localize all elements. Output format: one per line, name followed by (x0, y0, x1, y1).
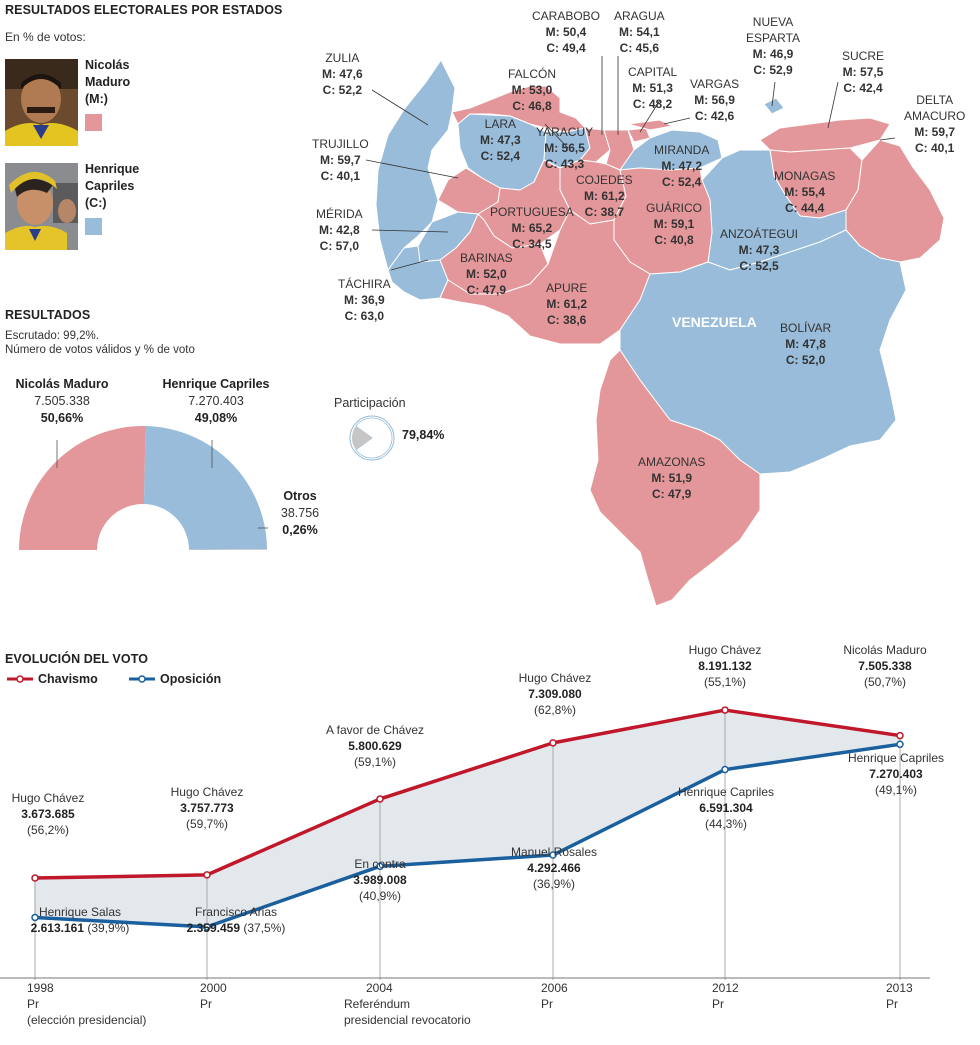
evo-chav-label-1998: Hugo Chávez 3.673.685 (56,2%) (11, 791, 85, 837)
year-label-1998: 1998 Pr (elección presidencial) (27, 981, 147, 1027)
evo-opo-label-2000: Francisco Arias 2.359.459 (37,5%) (186, 905, 286, 935)
results-semi-donut (19, 426, 268, 550)
state-label-vargas: VARGAS M: 56,9 C: 42,6 (690, 77, 740, 123)
state-label-lara: LARA M: 47,3 C: 52,4 (480, 117, 521, 163)
state-label-nueva-esparta: NUEVA ESPARTA M: 46,9 C: 52,9 (746, 15, 801, 77)
state-label-yaracuy: YARACUY M: 56,5 C: 43,3 (536, 125, 594, 171)
evo-opo-label-2013: Henrique Capriles 7.270.403 (49,1%) (847, 751, 945, 797)
participation-abstention-wedge (352, 426, 372, 450)
state-label-anzoategui: ANZOÁTEGUI M: 47,3 C: 52,5 (720, 227, 799, 273)
venezuela-map (365, 56, 945, 607)
participation-slice (355, 417, 393, 459)
nueva-esparta-region (763, 97, 785, 115)
state-label-tachira: TÁCHIRA M: 36,9 C: 63,0 (338, 277, 391, 323)
year-label-2012: 2012 Pr (712, 981, 739, 1011)
page-title: RESULTADOS ELECTORALES POR ESTADOS (5, 3, 283, 17)
donut-slice-nicol-s-maduro (19, 426, 146, 550)
state-label-guarico: GUÁRICO M: 59,1 C: 40,8 (646, 201, 703, 247)
maduro-color-swatch (85, 114, 102, 131)
state-label-capital: CAPITAL M: 51,3 C: 48,2 (628, 65, 678, 111)
state-label-carabobo: CARABOBO M: 50,4 C: 49,4 (532, 9, 601, 55)
results-scrutiny: Escrutado: 99,2%. (5, 330, 99, 342)
point-oposición-2012 (721, 765, 729, 774)
state-label-cojedes: COJEDES M: 61,2 C: 38,7 (576, 173, 633, 219)
capriles-name-line2: Capriles (85, 179, 135, 193)
point-oposición-2013 (896, 740, 904, 749)
point-chavismo-2004 (376, 795, 384, 803)
point-chavismo-2006 (549, 739, 557, 747)
legend-oposicion: Oposición (128, 672, 221, 686)
point-chavismo-1998 (31, 874, 39, 882)
donut-slice-henrique-capriles (143, 426, 267, 550)
evo-opo-label-2006: Manuel Rosales 4.292.466 (36,9%) (510, 845, 598, 891)
capriles-abbr: (C:) (85, 196, 107, 210)
evo-opo-label-2004: En contra 3.989.008 (40,9%) (353, 857, 407, 903)
evolution-chart (0, 706, 930, 980)
falcon-region (451, 85, 586, 133)
gap-area (35, 710, 900, 927)
point-oposición-1998 (31, 913, 39, 922)
amazonas-region (589, 349, 761, 607)
state-label-merida: MÉRIDA M: 42,8 C: 57,0 (316, 207, 363, 253)
state-label-bolivar: BOLÍVAR M: 47,8 C: 52,0 (780, 321, 832, 367)
state-label-apure: APURE M: 61,2 C: 38,6 (546, 281, 588, 327)
result-maduro: Nicolás Maduro 7.505.338 50,66% (15, 377, 109, 425)
year-label-2013: 2013 Pr (886, 981, 913, 1011)
results-note: Número de votos válidos y % de voto (5, 344, 195, 356)
page-subtitle: En % de votos: (5, 30, 86, 44)
maduro-name-line1: Nicolás (85, 58, 130, 72)
evo-chav-label-2012: Hugo Chávez 8.191.132 (55,1%) (688, 643, 762, 689)
evo-opo-label-2012: Henrique Capriles 6.591.304 (44,3%) (677, 785, 775, 831)
legend-chavismo-line-icon (7, 675, 33, 683)
evo-chav-label-2000: Hugo Chávez 3.757.773 (59,7%) (170, 785, 244, 831)
point-chavismo-2000 (203, 871, 211, 879)
maduro-name-line2: Maduro (85, 75, 131, 89)
year-label-2004: 2004 Referéndum presidencial revocatorio (344, 981, 471, 1027)
maduro-abbr: (M:) (85, 92, 108, 106)
point-oposición-2000 (203, 923, 211, 931)
state-label-monagas: MONAGAS M: 55,4 C: 44,4 (774, 169, 836, 215)
apure-region (439, 209, 651, 345)
series-line-oposición (34, 742, 901, 929)
state-label-falcon: FALCÓN M: 53,0 C: 46,8 (508, 67, 557, 113)
donut-slice-otros (188, 548, 267, 550)
point-oposición-2006 (549, 851, 557, 859)
evo-chav-label-2006: Hugo Chávez 7.309.080 (62,8%) (518, 671, 592, 717)
year-label-2000: 2000 Pr (200, 981, 227, 1011)
evo-opo-label-1998: Henrique Salas 2.613.161 (39,9%) (30, 905, 130, 935)
state-label-amazonas: AMAZONAS M: 51,9 C: 47,9 (638, 455, 706, 501)
zulia-region (375, 59, 456, 271)
state-label-portuguesa: PORTUGUESA M: 65,2 C: 34,5 (490, 205, 574, 251)
state-label-miranda: MIRANDA M: 47,2 C: 52,4 (654, 143, 710, 189)
state-label-trujillo: TRUJILLO M: 59,7 C: 40,1 (312, 137, 369, 183)
results-title: RESULTADOS (5, 308, 91, 322)
evo-chav-label-2004: A favor de Chávez 5.800.629 (59,1%) (325, 723, 425, 769)
participation-pie (349, 415, 395, 461)
state-label-aragua: ARAGUA M: 54,1 C: 45,6 (614, 9, 665, 55)
evo-chav-label-2013: Nicolás Maduro 7.505.338 (50,7%) (843, 643, 927, 689)
sucre-region (759, 117, 891, 153)
point-chavismo-2013 (896, 731, 904, 740)
result-capriles: Henrique Capriles 7.270.403 49,08% (162, 377, 270, 425)
point-oposición-2004 (376, 862, 384, 871)
capriles-name-line1: Henrique (85, 162, 140, 176)
capriles-photo-icon (5, 163, 78, 250)
state-label-sucre: SUCRE M: 57,5 C: 42,4 (842, 49, 885, 95)
capriles-color-swatch (85, 218, 102, 235)
maduro-photo-icon (5, 59, 78, 146)
result-otros: Otros 38.756 0,26% (280, 489, 320, 537)
point-chavismo-2012 (721, 706, 729, 714)
vargas-region (627, 119, 673, 131)
state-label-barinas: BARINAS M: 52,0 C: 47,9 (460, 251, 513, 297)
state-label-delta-amacuro: DELTA AMACURO M: 59,7 C: 40,1 (904, 93, 966, 155)
legend-oposicion-line-icon (129, 675, 155, 683)
year-label-2006: 2006 Pr (541, 981, 568, 1011)
series-line-chavismo (34, 708, 901, 880)
legend-chavismo: Chavismo (6, 672, 98, 686)
country-label: VENEZUELA (672, 314, 757, 330)
participation-value: 79,84% (402, 428, 445, 442)
state-label-zulia: ZULIA M: 47,6 C: 52,2 (322, 51, 363, 97)
participation-label: Participación (334, 396, 406, 410)
evolution-title: EVOLUCIÓN DEL VOTO (5, 652, 149, 666)
